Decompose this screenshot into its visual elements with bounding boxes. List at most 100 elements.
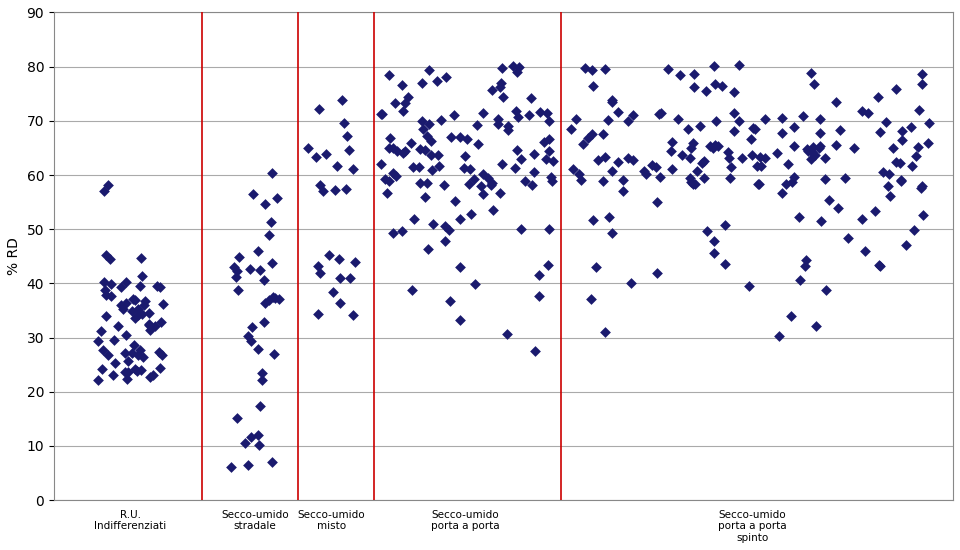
Point — [565, 164, 581, 173]
Point — [699, 86, 714, 95]
Point — [577, 63, 592, 72]
Point — [107, 359, 122, 367]
Point — [893, 158, 908, 167]
Point — [329, 161, 345, 170]
Point — [430, 150, 445, 159]
Point — [442, 296, 457, 305]
Point — [229, 267, 245, 276]
Point — [615, 187, 631, 196]
Point — [888, 157, 903, 166]
Point — [598, 328, 613, 337]
Point — [493, 79, 509, 87]
Point — [462, 164, 477, 173]
Point — [243, 264, 258, 273]
Point — [878, 118, 894, 127]
Point — [774, 113, 789, 122]
Point — [397, 147, 413, 156]
Point — [586, 82, 601, 91]
Point — [894, 175, 909, 184]
Point — [421, 65, 437, 74]
Point — [251, 431, 266, 439]
Point — [132, 366, 148, 375]
Point — [792, 275, 807, 284]
Point — [266, 293, 281, 301]
Point — [126, 295, 141, 304]
Point — [573, 175, 588, 184]
Point — [423, 136, 439, 145]
Point — [685, 69, 701, 78]
Point — [133, 254, 149, 263]
Point — [240, 461, 255, 470]
Point — [649, 269, 664, 278]
Point — [327, 185, 343, 194]
Point — [870, 92, 885, 101]
Point — [734, 153, 750, 162]
Point — [684, 178, 699, 186]
Point — [660, 65, 676, 74]
Point — [818, 175, 833, 184]
Point — [383, 134, 398, 142]
Point — [439, 73, 454, 81]
Point — [312, 104, 327, 113]
Point — [872, 128, 887, 137]
Point — [124, 307, 139, 316]
Point — [595, 130, 611, 139]
Point — [611, 108, 626, 117]
Point — [806, 79, 822, 88]
Point — [228, 272, 243, 281]
Point — [703, 142, 718, 151]
Point — [264, 218, 279, 227]
Point — [415, 125, 430, 134]
Point — [103, 254, 118, 263]
Point — [231, 253, 247, 262]
Point — [143, 326, 158, 334]
Point — [718, 221, 733, 229]
Point — [699, 227, 714, 235]
Point — [229, 413, 245, 422]
Point — [513, 155, 528, 163]
Point — [508, 163, 523, 172]
Point — [650, 197, 665, 206]
Point — [379, 188, 395, 197]
Point — [96, 277, 111, 286]
Point — [433, 116, 448, 124]
Point — [885, 144, 900, 153]
Point — [786, 123, 802, 131]
Point — [580, 133, 595, 142]
Point — [131, 310, 146, 319]
Point — [811, 144, 827, 152]
Point — [913, 184, 928, 193]
Point — [224, 463, 239, 471]
Point — [381, 70, 396, 79]
Point — [406, 214, 421, 223]
Point — [395, 227, 410, 236]
Point — [462, 180, 477, 189]
Point — [133, 272, 149, 280]
Point — [727, 87, 742, 96]
Point — [452, 133, 468, 142]
Point — [648, 162, 663, 171]
Point — [418, 145, 433, 154]
Point — [568, 115, 584, 124]
Point — [148, 321, 163, 330]
Point — [513, 224, 528, 233]
Point — [670, 115, 685, 124]
Point — [813, 216, 828, 225]
Point — [695, 159, 710, 168]
Point — [310, 309, 325, 318]
Point — [541, 147, 557, 156]
Point — [460, 135, 475, 144]
Point — [338, 184, 353, 193]
Point — [254, 375, 270, 384]
Point — [335, 96, 350, 104]
Point — [155, 351, 170, 360]
Point — [693, 122, 708, 130]
Point — [708, 117, 724, 125]
Point — [715, 82, 731, 91]
Point — [473, 182, 489, 191]
Point — [625, 111, 640, 120]
Point — [99, 311, 114, 320]
Point — [921, 139, 936, 147]
Point — [744, 151, 759, 160]
Point — [812, 129, 828, 138]
